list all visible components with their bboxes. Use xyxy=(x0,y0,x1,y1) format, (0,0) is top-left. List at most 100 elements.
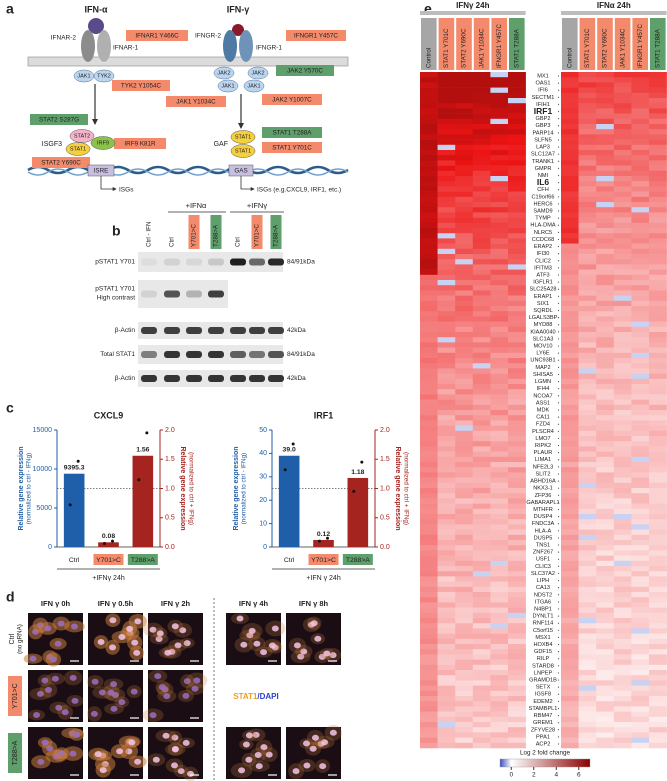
heatmap-cell xyxy=(472,581,491,588)
gene-label: NKX3-1 xyxy=(533,486,553,492)
heatmap-cell xyxy=(472,72,491,78)
heatmap-cell xyxy=(437,342,456,348)
heatmap-cell xyxy=(420,586,438,593)
category-box xyxy=(342,554,373,565)
heatmap-cell xyxy=(455,368,474,374)
heatmap-cell xyxy=(649,503,667,510)
gene-dot xyxy=(557,608,560,610)
nucleus xyxy=(149,712,157,719)
heatmap-cell xyxy=(508,456,526,463)
heatmap-cell xyxy=(455,113,474,120)
gene-dot xyxy=(557,515,560,518)
heatmap-cell xyxy=(508,248,526,255)
heatmap-cell xyxy=(596,664,615,671)
heatmap-cell xyxy=(649,118,667,125)
heatmap-cell xyxy=(437,680,456,686)
kinase-label: JAK2 xyxy=(217,70,230,76)
heatmap-cell xyxy=(613,701,632,707)
gene-label: CLIC3 xyxy=(535,564,551,570)
heatmap-cell xyxy=(490,202,509,208)
heatmap-cell xyxy=(437,534,456,541)
heatmap-cell xyxy=(455,321,474,328)
heatmap-cell xyxy=(420,274,438,281)
nucleus xyxy=(99,767,107,774)
heatmap-cell xyxy=(561,233,579,239)
nucleus xyxy=(73,731,81,738)
heatmap-cell xyxy=(578,462,597,468)
heatmap-cell xyxy=(420,696,438,702)
heatmap-cell xyxy=(490,410,509,416)
heatmap-cell xyxy=(561,644,579,650)
gene-dot xyxy=(557,153,560,155)
heatmap-cell xyxy=(649,87,667,94)
gene-label: IGFLR1 xyxy=(533,280,553,286)
heatmap-cell xyxy=(631,217,650,224)
heatmap-cell xyxy=(631,228,650,234)
heatmap-cell xyxy=(455,477,474,484)
heatmap-cell xyxy=(613,623,632,629)
gene-dot xyxy=(557,352,560,354)
x-tick-label: Y701>C xyxy=(96,557,121,564)
heatmap-cell xyxy=(596,191,615,198)
heatmap-cell xyxy=(561,139,579,146)
heatmap-cell xyxy=(437,618,456,624)
heatmap-cell xyxy=(437,607,456,614)
heatmap-cell xyxy=(596,129,615,135)
heatmap-cell xyxy=(631,363,650,369)
lane-label: Ctrl xyxy=(235,237,242,247)
heatmap-cell xyxy=(649,732,667,738)
heatmap-cell xyxy=(596,592,615,598)
heatmap-cell xyxy=(490,716,509,723)
heatmap-cell xyxy=(631,82,650,88)
gene-label: LMO7 xyxy=(535,436,550,442)
heatmap-cell xyxy=(472,612,491,619)
gene-label: STAMBPL1 xyxy=(529,706,558,712)
band xyxy=(230,327,246,334)
heatmap-cell xyxy=(596,342,615,348)
heatmap-cell xyxy=(508,446,526,452)
heatmap-cell xyxy=(437,233,456,239)
heatmap-cell xyxy=(455,280,474,286)
heatmap-cell xyxy=(561,129,579,135)
heatmap-cell xyxy=(578,675,597,681)
heatmap-cell xyxy=(437,488,456,494)
band xyxy=(230,258,246,266)
heatmap-cell xyxy=(508,628,526,634)
heatmap-cell xyxy=(508,384,526,390)
heatmap-cell xyxy=(631,690,650,697)
heatmap-cell xyxy=(508,311,526,317)
heatmap-cell xyxy=(613,586,632,593)
heatmap-cell xyxy=(490,77,509,83)
lane-label: Y701>C xyxy=(191,224,198,247)
heatmap-cell xyxy=(578,269,597,276)
heatmap-cell xyxy=(508,170,526,177)
heatmap-cell xyxy=(472,306,491,312)
heatmap-cell xyxy=(472,92,491,99)
heatmap-cell xyxy=(596,456,615,463)
heatmap-cell xyxy=(490,566,509,572)
heatmap-cell xyxy=(437,472,456,478)
heatmap-cell xyxy=(508,737,526,744)
heatmap-cell xyxy=(631,623,650,629)
heatmap-cell xyxy=(631,586,650,593)
heatmap-cell xyxy=(578,742,597,749)
heatmap-cell xyxy=(613,77,632,83)
heatmap-cell xyxy=(631,467,650,473)
gene-dot xyxy=(557,636,560,639)
promoter-label: ISRE xyxy=(94,167,109,174)
heatmap-cell xyxy=(490,160,509,166)
heatmap-cell xyxy=(420,389,438,395)
heatmap-cell xyxy=(437,347,456,354)
heatmap-cell xyxy=(561,155,579,161)
gene-label: SLFN5 xyxy=(534,137,551,143)
heatmap-cell xyxy=(561,685,579,692)
nucleus xyxy=(162,732,170,739)
heatmap-cell xyxy=(561,555,579,562)
gene-label: MYD88 xyxy=(534,322,553,328)
gene-label: DYNLT1 xyxy=(532,614,553,620)
heatmap-cell xyxy=(508,316,526,322)
heatmap-cell xyxy=(649,186,667,192)
nucleus xyxy=(110,705,118,712)
heatmap-cell xyxy=(508,108,526,114)
heatmap-cell xyxy=(455,446,474,452)
